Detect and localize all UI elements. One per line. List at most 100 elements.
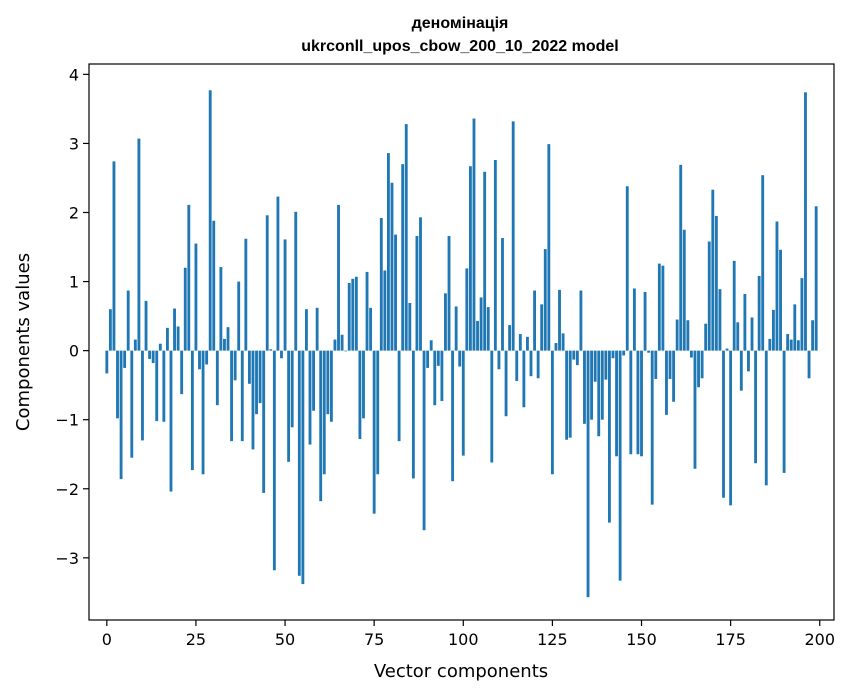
bar-194 xyxy=(796,340,800,351)
bar-158 xyxy=(668,350,672,379)
x-tick-label: 100 xyxy=(448,630,479,649)
y-tick-label: 3 xyxy=(69,134,79,153)
bar-164 xyxy=(689,350,693,358)
bar-23 xyxy=(187,204,191,351)
bar-178 xyxy=(739,350,743,391)
bar-35 xyxy=(230,350,234,442)
bar-196 xyxy=(804,92,807,351)
bar-33 xyxy=(223,338,226,351)
bar-70 xyxy=(354,276,358,351)
bar-6 xyxy=(126,290,130,351)
bar-12 xyxy=(148,350,152,359)
bar-0 xyxy=(105,350,109,374)
bar-84 xyxy=(404,124,408,351)
bar-69 xyxy=(351,278,355,351)
bar-56 xyxy=(305,309,308,351)
bar-24 xyxy=(190,350,194,471)
bar-38 xyxy=(240,350,244,442)
bar-137 xyxy=(593,350,597,382)
bar-48 xyxy=(276,196,280,351)
bar-3 xyxy=(116,350,119,419)
bar-188 xyxy=(775,221,779,351)
bar-99 xyxy=(458,350,462,367)
bars-group xyxy=(105,90,818,598)
bar-155 xyxy=(657,263,661,351)
bar-198 xyxy=(811,320,815,351)
bar-102 xyxy=(468,166,472,351)
bar-47 xyxy=(272,350,276,571)
bar-162 xyxy=(682,229,686,351)
bar-174 xyxy=(725,348,729,351)
bar-168 xyxy=(704,323,708,351)
bar-59 xyxy=(315,307,319,351)
x-tick-label: 75 xyxy=(364,630,384,649)
bar-41 xyxy=(251,350,255,450)
bar-111 xyxy=(501,238,504,351)
bar-173 xyxy=(722,350,725,498)
bar-97 xyxy=(451,350,455,482)
bar-72 xyxy=(362,350,365,419)
bar-52 xyxy=(290,350,294,428)
bar-93 xyxy=(436,350,440,366)
bar-71 xyxy=(358,350,362,440)
bar-187 xyxy=(771,309,775,351)
y-axis-ticks: −3 −2 −1 0 1 2 3 4 xyxy=(55,65,89,568)
bar-146 xyxy=(625,186,629,351)
bar-133 xyxy=(579,290,583,351)
bar-110 xyxy=(497,350,501,370)
x-tick-label: 200 xyxy=(804,630,835,649)
bar-1 xyxy=(108,309,112,351)
bar-160 xyxy=(675,319,679,351)
bar-113 xyxy=(508,325,512,351)
bar-49 xyxy=(280,350,283,359)
bar-44 xyxy=(262,350,266,493)
bar-31 xyxy=(215,350,219,406)
bar-50 xyxy=(283,239,287,351)
bar-34 xyxy=(226,327,230,351)
bar-5 xyxy=(123,350,127,368)
bar-14 xyxy=(155,350,159,422)
bar-11 xyxy=(144,300,148,351)
bar-81 xyxy=(394,234,397,351)
bar-172 xyxy=(718,289,722,351)
bar-136 xyxy=(590,350,594,420)
bar-179 xyxy=(743,294,747,351)
bar-156 xyxy=(661,265,665,351)
bar-124 xyxy=(547,144,551,351)
bar-15 xyxy=(158,343,162,351)
bar-107 xyxy=(486,307,490,351)
bar-74 xyxy=(369,307,373,351)
bar-150 xyxy=(640,350,643,457)
bar-82 xyxy=(397,350,401,442)
bar-106 xyxy=(483,171,487,351)
bar-126 xyxy=(554,343,558,351)
bar-16 xyxy=(162,350,166,422)
bar-142 xyxy=(611,350,615,359)
bar-165 xyxy=(693,350,697,469)
bar-4 xyxy=(119,350,123,480)
bar-192 xyxy=(789,339,793,351)
bar-95 xyxy=(444,293,447,351)
bar-184 xyxy=(761,175,765,351)
bar-62 xyxy=(326,350,330,415)
bar-131 xyxy=(572,350,576,360)
bar-191 xyxy=(786,334,790,351)
bar-46 xyxy=(269,349,273,351)
y-tick-label: 4 xyxy=(69,65,79,84)
bar-98 xyxy=(454,306,458,351)
y-tick-label: −3 xyxy=(55,549,79,568)
bar-169 xyxy=(707,241,711,351)
bar-109 xyxy=(493,160,497,351)
bar-199 xyxy=(814,206,818,351)
bar-66 xyxy=(340,334,344,351)
bar-145 xyxy=(622,350,626,356)
chart-title: деномінація xyxy=(412,15,509,32)
bar-64 xyxy=(333,339,337,351)
bar-58 xyxy=(312,350,315,411)
bar-67 xyxy=(344,350,348,352)
bar-26 xyxy=(198,350,201,370)
bar-30 xyxy=(212,220,216,351)
bar-115 xyxy=(515,350,519,382)
bar-13 xyxy=(151,350,155,364)
